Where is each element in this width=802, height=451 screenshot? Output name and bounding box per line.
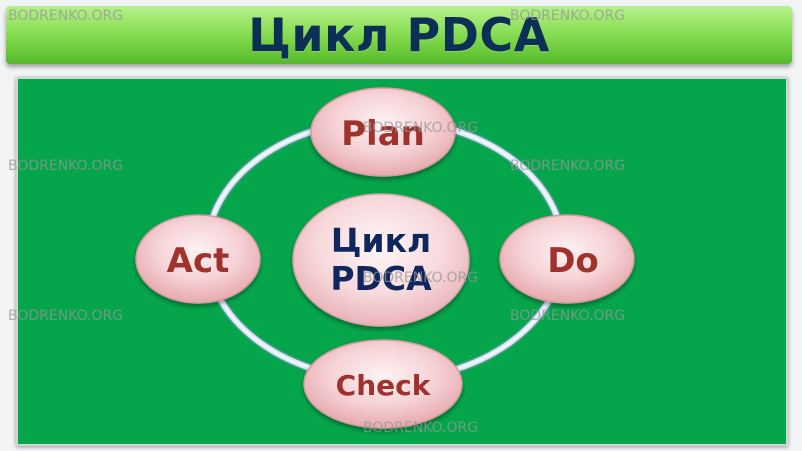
center-label-line1: Цикл (331, 221, 431, 260)
node-check-label: Check (336, 369, 432, 402)
node-act-label: Act (167, 241, 230, 281)
center-label-line2: PDCA (330, 259, 432, 298)
node-do-label: Do (547, 241, 599, 281)
node-plan: Plan (310, 87, 456, 177)
node-do: Do (499, 214, 635, 304)
page-title: Цикл PDCA (248, 8, 550, 62)
title-banner: Цикл PDCA (6, 6, 792, 64)
node-act: Act (135, 214, 261, 304)
center-node: Цикл PDCA (292, 193, 470, 327)
node-plan-label: Plan (341, 114, 425, 154)
node-check: Check (303, 339, 463, 429)
